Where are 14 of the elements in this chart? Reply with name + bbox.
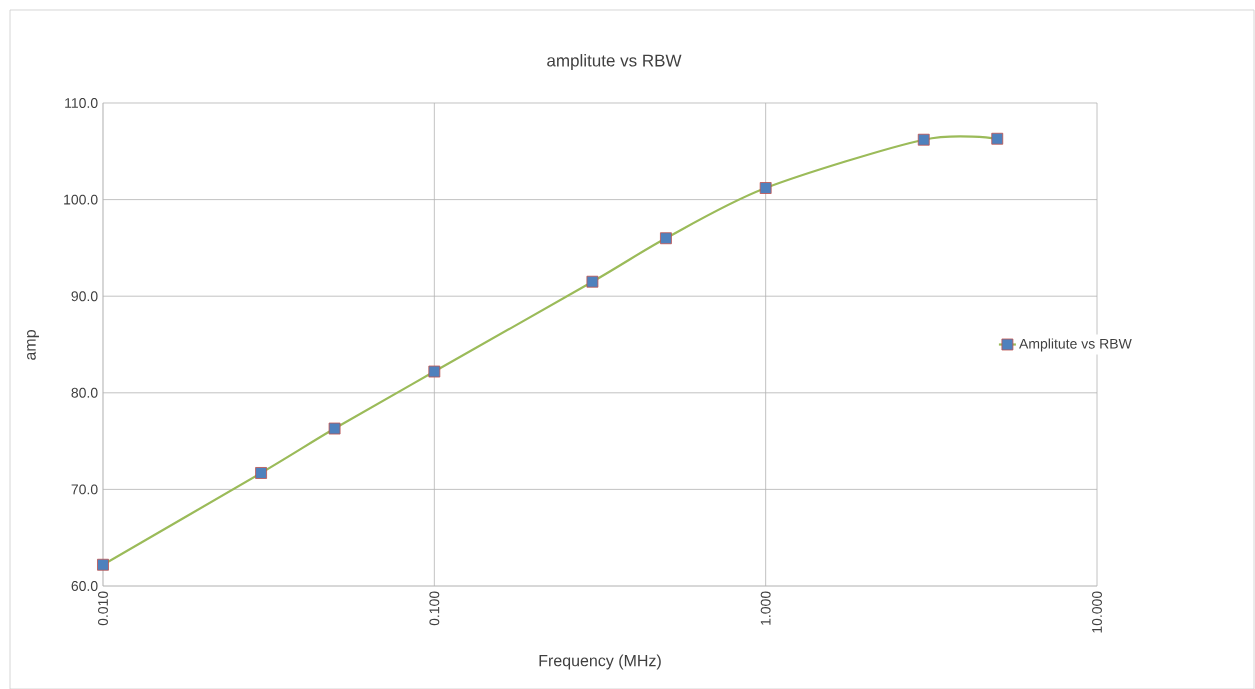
y-tick-label: 110.0 — [65, 98, 98, 108]
x-axis-title: Frequency (MHz) — [539, 654, 661, 670]
x-tick-label: 10.000 — [1092, 591, 1102, 633]
x-tick-label: 1.000 — [760, 591, 771, 625]
legend-label: Amplitute vs RBW — [1019, 338, 1132, 352]
y-axis-title: amp — [27, 330, 39, 360]
x-tick-label: 0.100 — [429, 591, 440, 626]
x-tick-label: 0.010 — [98, 591, 108, 626]
chart-title: amplitute vs RBW — [547, 54, 682, 70]
y-tick-label: 60.0 — [71, 581, 98, 591]
y-tick-label: 100.0 — [64, 194, 98, 205]
y-tick-label: 70.0 — [71, 484, 98, 495]
y-tick-label: 90.0 — [71, 291, 98, 302]
y-tick-label: 80.0 — [71, 387, 98, 398]
